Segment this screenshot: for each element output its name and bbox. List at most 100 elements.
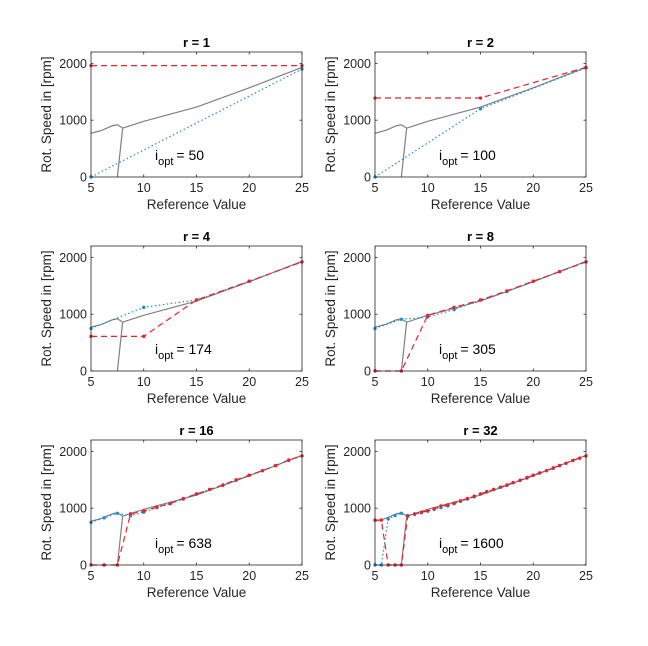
x-tick-label: 5 [88,569,95,583]
y-tick-label: 1000 [59,502,87,516]
x-tick-label: 10 [421,181,435,195]
data-point [557,463,562,468]
data-point [194,298,199,302]
data-point [207,487,212,492]
data-point [505,483,509,487]
iopt-annotation: iopt = 1600 [439,535,504,556]
data-point [544,468,549,473]
series-line-red-dashed [91,455,303,566]
plot-area [91,246,302,371]
x-tick-label: 25 [295,181,309,195]
data-point [412,512,417,516]
data-point [393,513,397,518]
series-group [373,260,588,373]
data-point [287,458,291,462]
subplot-6: 5 10 15 20 25 0 1000 2000 r = 32 Reference Value R… [323,423,593,600]
data-point [102,516,106,520]
x-tick-label: 5 [372,375,379,389]
x-tick-label: 20 [526,181,540,195]
data-point [439,504,443,508]
data-point [247,473,251,477]
data-point [511,480,515,485]
x-tick-label: 20 [242,375,256,389]
data-point [498,485,503,489]
y-tick-label: 1000 [343,114,371,128]
data-point [478,298,483,302]
data-point [491,487,496,492]
series-group [89,260,304,372]
data-point [115,511,120,515]
iopt-annotation: iopt = 100 [439,147,496,168]
data-point [142,305,146,310]
chart-title: r = 16 [179,423,213,438]
y-tick-label: 2000 [343,251,371,265]
iopt-annotation: iopt = 638 [155,535,212,556]
x-tick-label: 25 [579,569,593,583]
x-tick-label: 15 [190,569,204,583]
y-tick-label: 1000 [343,308,371,322]
data-point [426,313,430,318]
subplot-4: 5 10 15 20 25 0 1000 2000 r = 8 Reference Value Ro… [323,229,593,406]
data-point [525,475,529,480]
series-line-blue-dotted [374,261,587,329]
y-tick-label: 2000 [59,445,87,459]
data-point [260,468,265,473]
x-tick-label: 10 [137,375,151,389]
data-point [564,461,568,465]
x-tick-label: 5 [372,181,379,195]
y-tick-label: 0 [80,365,87,379]
data-point [465,496,470,501]
series-line-gray [400,128,408,178]
data-point [518,478,522,483]
y-tick-label: 1000 [59,114,87,128]
chart-title: r = 32 [463,423,497,438]
x-tick-label: 25 [579,375,593,389]
data-point [478,492,483,496]
data-point [234,478,238,482]
data-point [181,496,186,501]
y-axis-label: Rot. Speed in [rpm] [323,444,338,560]
data-point [505,289,509,293]
x-tick-label: 10 [137,569,151,583]
data-point [399,317,404,321]
y-tick-label: 2000 [59,251,87,265]
x-axis-label: Reference Value [431,585,531,600]
x-axis-label: Reference Value [147,391,247,406]
x-axis-label: Reference Value [147,197,247,212]
data-point [432,507,436,511]
data-point [485,490,489,494]
series-line-red-dashed [91,261,303,337]
series-line-blue-dotted [374,67,587,178]
y-tick-label: 0 [80,171,87,185]
x-tick-label: 15 [190,375,204,389]
x-axis-label: Reference Value [147,585,247,600]
y-axis-label: Rot. Speed in [rpm] [323,250,338,366]
x-tick-label: 25 [295,375,309,389]
data-point [531,279,535,283]
data-point [577,456,582,460]
series-line-gray [116,516,124,566]
data-point [452,305,456,310]
chart-title: r = 4 [183,229,211,244]
data-point [273,463,278,468]
plot-area [375,246,586,371]
x-tick-label: 15 [190,181,204,195]
y-axis-label: Rot. Speed in [rpm] [39,444,54,560]
data-point [386,517,390,521]
x-tick-label: 20 [526,375,540,389]
data-point [399,511,404,515]
y-axis-label: Rot. Speed in [rpm] [39,56,54,172]
y-axis-label: Rot. Speed in [rpm] [39,250,54,366]
plot-area [375,440,586,565]
x-tick-label: 20 [526,569,540,583]
data-point [155,505,159,509]
x-tick-label: 20 [242,569,256,583]
data-point [557,269,562,274]
y-tick-label: 2000 [343,57,371,71]
data-point [458,499,463,503]
subplot-5: 5 10 15 20 25 0 1000 2000 r = 16 Reference Value R… [39,423,309,600]
data-point [128,512,133,516]
y-tick-label: 0 [80,559,87,573]
data-point [221,483,225,487]
